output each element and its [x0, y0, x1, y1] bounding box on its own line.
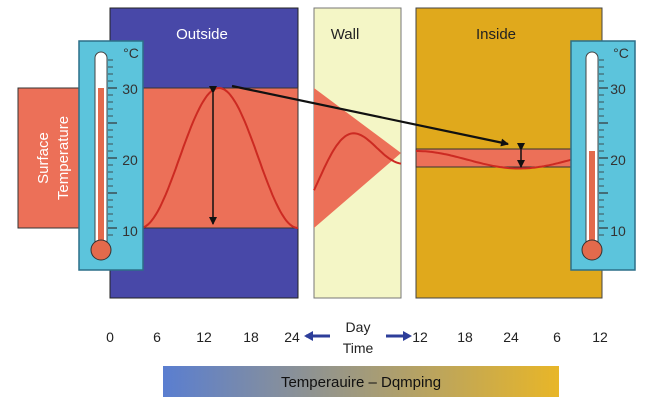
left-thermometer-label-20: 20: [122, 152, 138, 168]
wall-damping-wedge: [314, 88, 401, 228]
left-thermometer-label-10: 10: [122, 223, 138, 239]
left-thermometer-mercury: [98, 88, 104, 248]
left-thermometer: °C 30 20 10: [78, 40, 144, 271]
inside-tick-3: 6: [553, 329, 561, 345]
surface-label-line-1: Surface: [35, 132, 52, 184]
time-label: Time: [343, 340, 374, 356]
right-blue-arrow: [386, 331, 412, 341]
left-thermometer-label-30: 30: [122, 81, 138, 97]
wall-panel-title: Wall: [331, 26, 360, 43]
right-thermometer: °C 30 20 10: [570, 40, 636, 271]
damping-gradient-bar: [163, 366, 559, 397]
inside-panel-title: Inside: [476, 26, 516, 43]
right-thermometer-unit: °C: [613, 45, 629, 61]
outside-temperature-curve: [110, 86, 299, 229]
damping-gradient-label: Temperauire – Dqmping: [281, 374, 441, 391]
outside-tick-4: 24: [284, 329, 300, 345]
right-thermometer-label-20: 20: [610, 152, 626, 168]
inside-tick-0: 12: [412, 329, 428, 345]
outside-tick-1: 6: [153, 329, 161, 345]
left-thermometer-unit: °C: [123, 45, 139, 61]
surface-label-line-2: Temperature: [55, 116, 72, 200]
surface-temperature-band-left: [17, 87, 299, 229]
inside-tick-1: 18: [457, 329, 473, 345]
right-thermometer-mercury: [589, 151, 595, 248]
wall-temperature-curve: [313, 132, 402, 191]
right-thermometer-label-30: 30: [610, 81, 626, 97]
outside-tick-0: 0: [106, 329, 114, 345]
outside-tick-3: 18: [243, 329, 259, 345]
time-lag-arrow: [231, 84, 509, 147]
right-thermometer-label-10: 10: [610, 223, 626, 239]
outside-panel-title: Outside: [176, 26, 228, 43]
inside-tick-2: 24: [503, 329, 519, 345]
day-label: Day: [346, 319, 371, 335]
left-blue-arrow: [304, 331, 330, 341]
outside-tick-2: 12: [196, 329, 212, 345]
inside-tick-4: 12: [592, 329, 608, 345]
